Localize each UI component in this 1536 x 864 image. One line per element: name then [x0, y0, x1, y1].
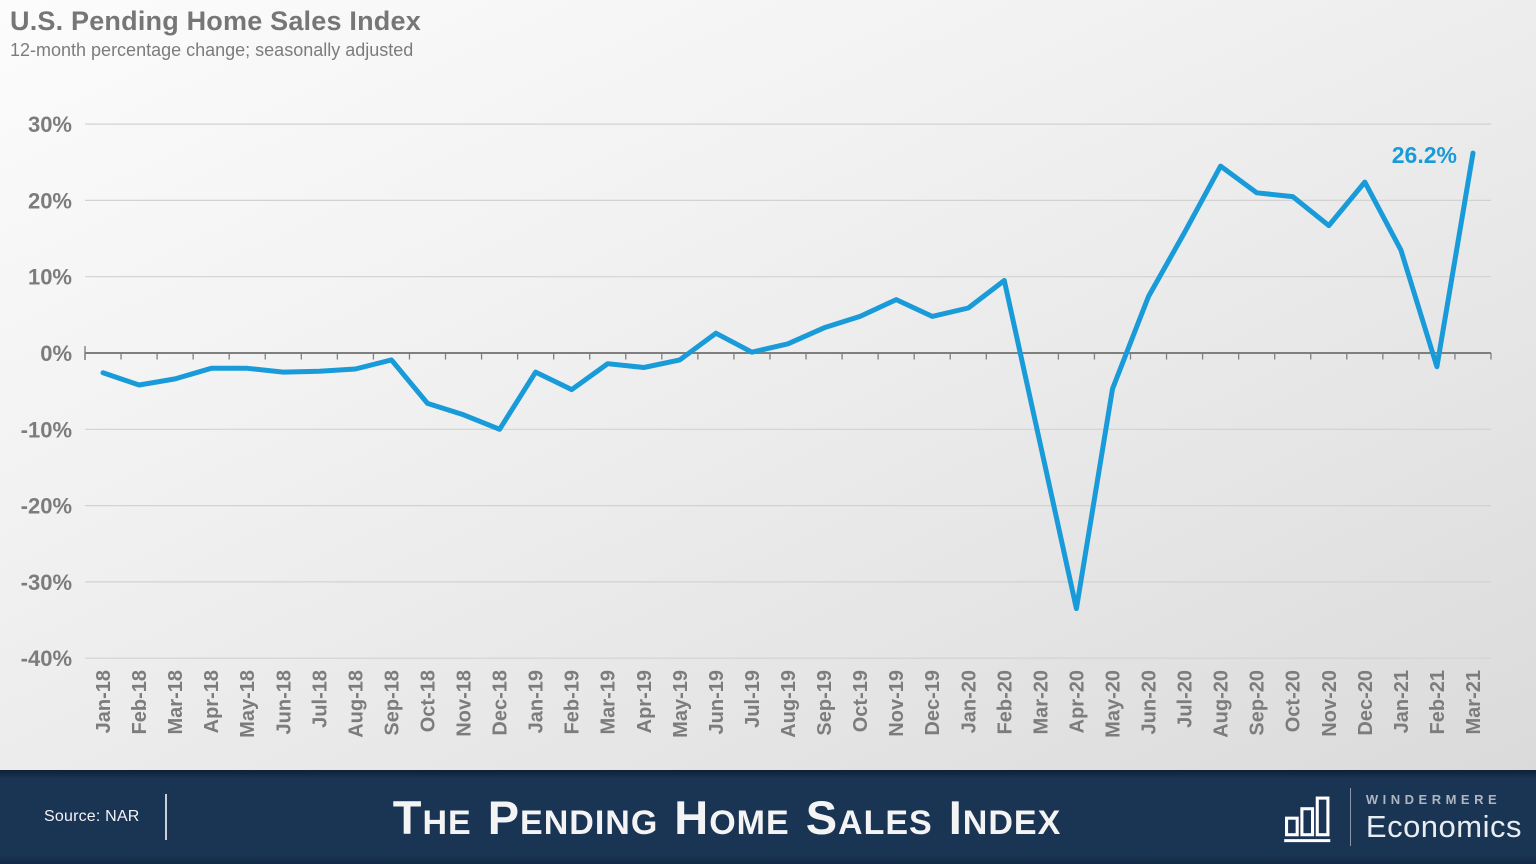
x-tick-label: Sep-19: [814, 670, 836, 736]
x-tick-label: Jan-21: [1391, 670, 1413, 733]
x-tick-label: Oct-20: [1283, 670, 1305, 732]
x-tick-label: Mar-20: [1030, 670, 1052, 734]
x-tick-label: Nov-19: [886, 670, 908, 737]
y-tick-label: 0%: [40, 341, 72, 366]
x-tick-label: Feb-21: [1427, 670, 1449, 734]
x-tick-label: Apr-20: [1066, 670, 1088, 733]
x-tick-label: Jul-18: [309, 670, 331, 728]
chart-subtitle: 12-month percentage change; seasonally a…: [10, 40, 414, 60]
x-tick-label: Oct-19: [850, 670, 872, 732]
footer-divider: [165, 794, 167, 840]
x-tick-label: Jun-20: [1139, 670, 1161, 734]
data-series: [100, 150, 1476, 612]
bar-chart-icon: [1284, 796, 1331, 843]
x-tick-label: Sep-20: [1247, 670, 1269, 736]
x-tick-label: Jun-18: [273, 670, 295, 734]
y-tick-label: -40%: [21, 646, 72, 671]
x-tick-label: Nov-18: [454, 670, 476, 737]
brand-name: WINDERMERE: [1365, 791, 1502, 807]
x-tick-label: Aug-20: [1211, 670, 1233, 738]
banner-word: HOME: [674, 790, 790, 844]
y-tick-label: 30%: [28, 112, 72, 137]
banner-word: PENDING: [487, 790, 659, 844]
x-tick-label: May-19: [670, 670, 692, 738]
chart-header: U.S. Pending Home Sales Index 12-month p…: [10, 6, 421, 61]
banner-title: THE PENDING HOME SALES INDEX: [190, 770, 1280, 864]
x-tick-label: Jul-19: [742, 670, 764, 728]
x-tick-label: Feb-20: [994, 670, 1016, 734]
gridlines: [85, 123, 1491, 659]
source-label: Source: NAR: [44, 808, 140, 825]
brand-division: Economics: [1365, 808, 1522, 844]
chart-title: U.S. Pending Home Sales Index: [10, 6, 421, 36]
x-tick-label: Mar-19: [598, 670, 620, 734]
annotations: 26.2%: [1392, 142, 1457, 168]
footer-banner: Source: NAR THE PENDING HOME SALES INDEX WIN…: [0, 770, 1536, 864]
x-tick-label: Apr-18: [201, 670, 223, 733]
x-tick-label: Jul-20: [1175, 670, 1197, 728]
x-tick-label: Feb-18: [129, 670, 151, 734]
x-tick-label: May-18: [237, 670, 259, 738]
x-axis: Jan-18 Feb-18 Mar-18 Apr-18 May-18 Jun-18 Jul-…: [93, 670, 1485, 738]
y-tick-label: 10%: [28, 265, 72, 290]
last-value-annotation: 26.2%: [1392, 142, 1457, 168]
y-tick-label: -10%: [21, 417, 72, 442]
x-tick-label: Nov-20: [1319, 670, 1341, 737]
x-tick-label: Oct-18: [417, 670, 439, 732]
x-tick-label: Apr-19: [634, 670, 656, 733]
x-tick-label: Mar-21: [1463, 670, 1485, 734]
x-tick-label: Jan-19: [526, 670, 548, 733]
y-tick-label: -20%: [21, 494, 72, 519]
x-tick-label: Dec-20: [1355, 670, 1377, 736]
data-series-line: [100, 150, 1476, 612]
x-tick-label: Mar-18: [165, 670, 187, 734]
y-tick-label: -30%: [21, 570, 72, 595]
brand-block: WINDERMERE Economics: [1283, 770, 1522, 864]
x-tick-label: Aug-18: [345, 670, 367, 738]
x-tick-label: Jan-18: [93, 670, 115, 733]
x-tick-label: Dec-19: [922, 670, 944, 736]
brand-divider: [1349, 788, 1351, 846]
x-tick-label: Jun-19: [706, 670, 728, 734]
x-tick-label: Dec-18: [490, 670, 512, 736]
y-axis: 30% 20% 10% 0% -10% -20% -30% -40%: [21, 112, 1492, 671]
x-tick-label: Sep-18: [381, 670, 403, 736]
x-tick-label: May-20: [1102, 670, 1124, 738]
banner-word: INDEX: [948, 790, 1062, 844]
x-tick-label: Feb-19: [562, 670, 584, 734]
brand-text: WINDERMERE Economics: [1366, 793, 1522, 842]
x-tick-label: Jan-20: [958, 670, 980, 733]
pending-home-sales-chart: 30% 20% 10% 0% -10% -20% -30% -40% Jan-18 Feb-18…: [21, 112, 1492, 738]
banner-word: THE: [392, 790, 472, 844]
x-tick-label: Aug-19: [778, 670, 800, 738]
y-tick-label: 20%: [28, 188, 72, 213]
banner-word: SALES: [805, 790, 933, 844]
